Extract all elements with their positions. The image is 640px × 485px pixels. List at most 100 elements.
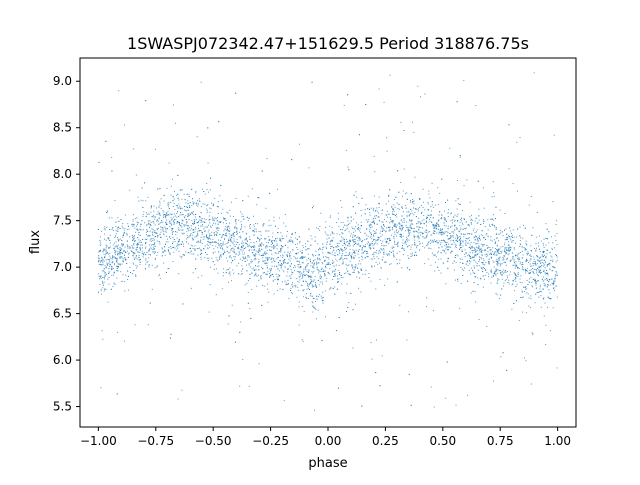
data-point <box>235 218 237 220</box>
data-point <box>257 237 259 239</box>
data-point <box>345 252 347 254</box>
data-point <box>254 255 256 257</box>
data-point <box>283 262 285 264</box>
data-point <box>439 211 441 213</box>
data-point <box>410 246 412 248</box>
data-point <box>556 232 558 234</box>
data-point <box>178 227 180 229</box>
data-point <box>513 272 515 274</box>
data-point <box>283 271 285 273</box>
data-point <box>428 231 430 233</box>
data-point <box>178 199 180 201</box>
data-point <box>533 258 535 260</box>
data-point <box>341 250 343 252</box>
data-point <box>357 224 359 226</box>
data-point <box>252 245 254 247</box>
data-point <box>467 280 469 282</box>
data-point <box>181 241 183 243</box>
data-point <box>310 281 312 283</box>
data-point <box>449 237 451 239</box>
data-point <box>133 247 135 249</box>
data-point <box>296 246 298 248</box>
data-point <box>278 251 280 253</box>
data-point <box>207 204 209 206</box>
data-point <box>203 238 205 240</box>
data-point <box>124 290 126 292</box>
data-point <box>422 201 424 203</box>
data-point <box>217 230 219 232</box>
data-point <box>397 208 399 210</box>
data-point <box>515 263 517 265</box>
data-point <box>98 251 100 253</box>
data-point <box>182 229 184 231</box>
data-point <box>153 252 155 254</box>
data-point <box>253 242 255 244</box>
data-point <box>555 271 557 273</box>
data-point <box>462 262 464 264</box>
data-point <box>164 226 166 228</box>
data-point <box>194 231 196 233</box>
data-point <box>531 282 533 284</box>
data-point <box>315 308 317 310</box>
data-point <box>433 254 435 256</box>
data-point <box>241 260 243 262</box>
data-point <box>529 263 531 265</box>
data-point <box>405 207 407 209</box>
data-point <box>381 234 383 236</box>
data-point <box>227 226 229 228</box>
data-point <box>522 311 524 313</box>
data-point <box>384 284 386 286</box>
data-point <box>257 196 259 198</box>
data-point <box>237 247 239 249</box>
data-point <box>240 211 242 213</box>
data-point <box>530 265 532 267</box>
data-point <box>199 219 201 221</box>
data-point <box>279 260 281 262</box>
data-point <box>411 223 413 225</box>
data-point <box>416 208 418 210</box>
data-point <box>254 269 256 271</box>
data-point <box>353 243 355 245</box>
data-point <box>192 223 194 225</box>
data-point <box>168 252 170 254</box>
data-point <box>356 222 358 224</box>
data-point <box>328 237 330 239</box>
data-point <box>220 212 222 214</box>
data-point <box>422 233 424 235</box>
data-point <box>117 230 119 232</box>
data-point <box>247 245 249 247</box>
data-point <box>181 226 183 228</box>
data-point <box>423 219 425 221</box>
data-point <box>123 254 125 256</box>
data-point <box>346 258 348 260</box>
data-point <box>339 253 341 254</box>
data-point <box>545 273 547 274</box>
data-point <box>226 269 228 271</box>
data-point <box>253 254 255 256</box>
data-point <box>145 259 147 261</box>
data-point <box>200 258 202 260</box>
data-point <box>281 281 283 283</box>
data-point <box>370 342 372 344</box>
data-point <box>427 242 429 244</box>
data-point <box>306 259 308 261</box>
data-point <box>258 261 260 263</box>
data-point <box>366 251 368 253</box>
data-point <box>444 217 446 219</box>
data-point <box>500 251 502 253</box>
data-point <box>226 234 228 236</box>
data-point <box>391 247 393 249</box>
data-point <box>142 206 144 208</box>
data-point <box>257 274 259 276</box>
data-point <box>104 265 106 267</box>
data-point <box>223 230 225 232</box>
data-point <box>103 281 105 283</box>
data-point <box>529 272 531 274</box>
data-point <box>170 248 172 250</box>
data-point <box>455 244 457 246</box>
data-point <box>336 233 338 235</box>
data-point <box>430 386 432 388</box>
data-point <box>265 246 266 248</box>
data-point <box>494 254 496 256</box>
data-point <box>168 201 170 203</box>
